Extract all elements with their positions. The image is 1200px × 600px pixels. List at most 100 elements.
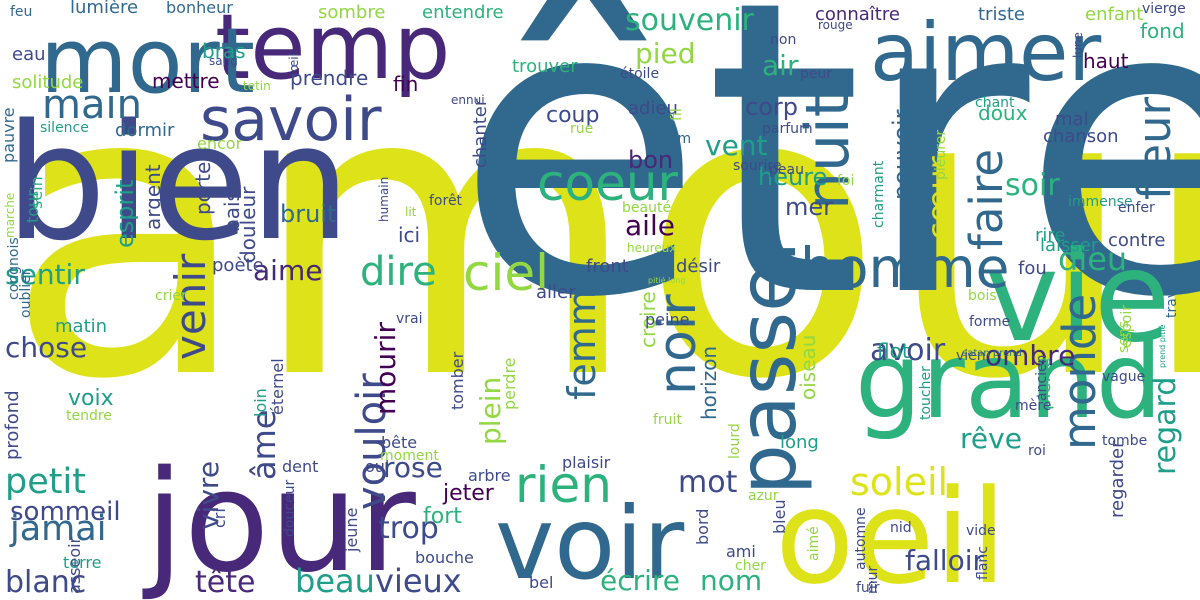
cloud-word: bois bbox=[968, 288, 997, 304]
cloud-word: satan prend bbox=[962, 348, 1022, 359]
cloud-word: forêt bbox=[429, 193, 463, 209]
cloud-word: rire bbox=[1035, 225, 1065, 246]
cloud-word: regarder bbox=[1107, 440, 1128, 518]
cloud-word: laisser bbox=[1040, 235, 1099, 256]
cloud-word: étoile bbox=[620, 66, 659, 82]
cloud-word: venir bbox=[166, 253, 215, 360]
cloud-word: pied bbox=[635, 37, 696, 70]
cloud-word: croire bbox=[636, 291, 660, 348]
cloud-word: azur bbox=[748, 488, 779, 504]
cloud-word: peur bbox=[800, 66, 832, 82]
cloud-word: prendre bbox=[290, 66, 368, 90]
cloud-word: rien bbox=[515, 456, 612, 514]
cloud-word: air bbox=[762, 49, 799, 82]
cloud-word: connaître bbox=[815, 4, 900, 25]
cloud-word: blanc bbox=[5, 565, 86, 600]
cloud-word: tomber bbox=[448, 351, 467, 410]
cloud-word: peine bbox=[645, 310, 689, 329]
cloud-word: dent bbox=[282, 457, 318, 476]
cloud-word: petit bbox=[5, 462, 86, 502]
cloud-word: automne bbox=[853, 507, 869, 570]
cloud-word: éternel bbox=[268, 358, 287, 415]
cloud-word: bord bbox=[693, 509, 712, 545]
cloud-word: aimer bbox=[870, 6, 1101, 99]
cloud-word: prend pitié bbox=[1157, 325, 1167, 368]
cloud-word: toucher bbox=[918, 366, 934, 420]
cloud-word: temp bbox=[215, 0, 450, 100]
cloud-word: chanson bbox=[1043, 126, 1119, 147]
cloud-word: pitié long bbox=[648, 275, 685, 285]
cloud-word: heureux bbox=[627, 241, 676, 255]
cloud-word: loin bbox=[251, 388, 270, 417]
cloud-word: sombre bbox=[318, 2, 385, 23]
cloud-word: ombre bbox=[985, 339, 1075, 372]
cloud-word: enfer bbox=[1118, 200, 1155, 216]
cloud-word: chanter bbox=[470, 98, 491, 168]
cloud-word: main bbox=[42, 82, 142, 128]
cloud-word: bonheur bbox=[166, 0, 233, 17]
cloud-word: bien bbox=[5, 89, 351, 276]
cloud-word: mer bbox=[785, 193, 833, 221]
cloud-word: triste bbox=[978, 4, 1025, 25]
cloud-word: tour bbox=[23, 190, 42, 223]
cloud-word: mot bbox=[678, 465, 738, 500]
cloud-word: fuir bbox=[856, 580, 880, 596]
cloud-word: beau bbox=[295, 562, 375, 600]
cloud-word: nom bbox=[700, 564, 762, 597]
cloud-word: mourir bbox=[369, 322, 402, 415]
cloud-word: aimé bbox=[806, 526, 822, 561]
cloud-word: pouvoir bbox=[888, 109, 916, 200]
cloud-word: silence bbox=[40, 120, 89, 136]
cloud-word: coup bbox=[546, 103, 599, 128]
cloud-word: vrai bbox=[396, 311, 423, 327]
cloud-word: tendre bbox=[66, 408, 112, 424]
cloud-word: trouver bbox=[512, 56, 578, 77]
cloud-word: mère bbox=[1015, 398, 1051, 414]
cloud-word: vierge bbox=[1142, 1, 1186, 17]
cloud-word: mort bbox=[40, 9, 255, 114]
cloud-word: oiseau bbox=[796, 335, 820, 400]
cloud-word: bruit bbox=[280, 200, 336, 228]
cloud-word: congnois bbox=[6, 237, 22, 300]
cloud-word: désir bbox=[676, 256, 721, 277]
cloud-word: flot bbox=[877, 339, 910, 363]
cloud-word: plaisir bbox=[562, 453, 611, 472]
cloud-word: faire bbox=[960, 149, 1013, 250]
cloud-word: œil bbox=[287, 53, 301, 72]
cloud-word: vieux bbox=[375, 562, 462, 600]
cloud-word: noir bbox=[648, 294, 708, 395]
cloud-word: haut bbox=[1083, 49, 1129, 73]
cloud-word: charmant bbox=[871, 160, 887, 228]
cloud-word: rêve bbox=[960, 422, 1022, 455]
cloud-word: jeune bbox=[342, 508, 361, 553]
cloud-word: argent bbox=[141, 164, 165, 230]
cloud-word: sens bbox=[1116, 321, 1132, 353]
cloud-word: mal bbox=[1055, 109, 1089, 130]
cloud-word: solitude bbox=[12, 72, 83, 93]
cloud-word: baiser bbox=[220, 170, 244, 232]
cloud-word: vien bbox=[956, 348, 986, 364]
cloud-word: lune bbox=[1071, 32, 1085, 58]
cloud-word: eau bbox=[12, 44, 46, 65]
cloud-word: tombe bbox=[1102, 433, 1147, 449]
cloud-word: bleu bbox=[770, 499, 789, 534]
cloud-word: voir bbox=[495, 485, 685, 600]
cloud-word: rose bbox=[383, 451, 443, 484]
cloud-word: arbre bbox=[468, 466, 511, 485]
cloud-word: feu bbox=[10, 4, 32, 20]
cloud-word: dieu bbox=[1058, 240, 1127, 278]
cloud-word: forme bbox=[969, 314, 1010, 330]
cloud-word: bête bbox=[381, 433, 417, 452]
cloud-word: écrire bbox=[600, 564, 680, 597]
cloud-word: roi bbox=[1028, 443, 1046, 459]
cloud-word: bouche bbox=[415, 548, 474, 567]
cloud-word: fil bbox=[669, 108, 685, 121]
cloud-word: sentir bbox=[5, 258, 85, 291]
cloud-word: ici bbox=[398, 223, 420, 247]
cloud-word: porte bbox=[191, 162, 215, 215]
cloud-word: bon bbox=[628, 146, 673, 174]
cloud-word: pleurer bbox=[933, 130, 949, 180]
cloud-word: ami bbox=[726, 542, 756, 561]
cloud-word: vouloir bbox=[349, 373, 395, 510]
cloud-word: jour bbox=[142, 441, 416, 600]
